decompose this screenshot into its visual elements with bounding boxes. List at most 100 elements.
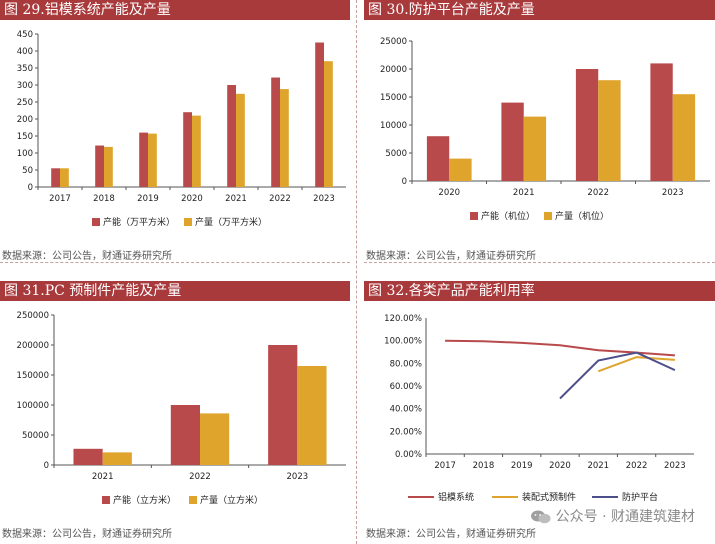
panel-title: 图 32.各类产品产能利用率 [364,281,715,301]
data-source: 数据来源：公司公告，财通证券研究所 [2,251,172,262]
bar-capacity [315,42,324,187]
legend-swatch [470,212,478,220]
bar-output [104,146,113,187]
y-tick-label: 400 [17,47,33,57]
x-tick-label: 2023 [287,472,309,482]
y-tick-label: 20.00% [390,427,422,437]
bar-output [523,116,547,181]
watermark: 公众号 · 财通建筑建材 [530,506,695,526]
column-separator [356,0,357,544]
bar-capacity [501,102,524,181]
bar-capacity [268,345,298,465]
bar-capacity [227,85,236,187]
bar-capacity [426,136,450,181]
y-tick-label: 120.00% [384,314,422,324]
legend-swatch [189,496,197,504]
x-tick-label: 2021 [92,472,114,482]
bar-chart-pc: 0 50000 100000 150000 200000 250000 2021 2022 20… [17,311,346,506]
legend-label: 铝模系统 [438,491,474,503]
bar-capacity [95,145,104,187]
bar-capacity [73,448,103,465]
x-tick-label: 2023 [664,461,686,471]
y-tick-label: 250 [17,98,33,108]
x-tick-label: 2020 [438,188,460,198]
legend-label: 产量（机位） [555,210,609,222]
x-tick-label: 2017 [49,194,71,204]
y-tick-label: 40.00% [390,405,422,415]
y-tick-label: 0.00% [395,450,422,460]
bar-output [60,168,69,187]
x-tick-label: 2021 [513,188,535,198]
bar-capacity [650,63,673,181]
legend-label: 装配式预制件 [522,491,576,503]
y-tick-label: 20000 [380,65,407,75]
series-line [445,339,675,357]
panel-protection-platform: 图 30.防护平台产能及产量 0 5000 10000 15000 20000 25000… [364,0,715,272]
data-source: 数据来源：公司公告，财通证券研究所 [366,251,536,262]
bar-output [449,158,472,181]
legend-label: 产量（万平方米） [195,216,267,228]
y-tick-label: 100000 [17,401,49,411]
x-tick-label: 2021 [587,461,609,471]
bar-output [236,93,245,187]
y-tick-label: 250000 [17,311,49,321]
y-tick-label: 200000 [17,341,49,351]
y-tick-label: 5000 [385,149,407,159]
bar-chart-aluminum: 0 50 100 150 200 250 300 350 400 450 2017 2018 2019 2… [17,30,346,228]
y-tick-label: 60.00% [390,382,422,392]
panel-aluminum-formwork: 图 29.铝模系统产能及产量 0 50 100 150 200 250 300 350 400 4… [0,0,350,272]
x-tick-label: 2023 [662,188,684,198]
x-tick-label: 2023 [313,194,335,204]
panel-divider [0,20,350,263]
legend-swatch [92,218,100,226]
y-tick-label: 450 [17,30,33,40]
panel-utilization: 图 32.各类产品产能利用率 0.00% 20.00% 40.00% 60.00% 80… [364,281,715,544]
bar-output [102,452,132,465]
panel-title: 图 29.铝模系统产能及产量 [0,0,350,20]
x-tick-label: 2018 [473,461,495,471]
y-tick-label: 15000 [380,93,407,103]
bar-output [598,80,621,181]
bar-capacity [575,69,599,181]
x-tick-label: 2022 [587,188,609,198]
bar-output [148,133,157,187]
y-tick-label: 100 [17,149,33,159]
panel-divider [364,20,715,263]
legend-label: 产量（立方米） [200,494,263,506]
bar-output [324,61,333,188]
y-tick-label: 0 [28,183,33,193]
legend-swatch [102,496,110,504]
x-tick-label: 2021 [225,194,247,204]
x-tick-label: 2018 [93,194,115,204]
y-tick-label: 80.00% [390,359,422,369]
x-tick-label: 2020 [549,461,571,471]
y-tick-label: 25000 [380,37,407,47]
bar-chart-protection: 0 5000 10000 15000 20000 25000 2020 2021 2022 202… [380,37,710,222]
wechat-icon [530,510,551,524]
x-tick-label: 2022 [269,194,291,204]
bar-capacity [139,132,148,187]
legend-label: 产能（万平方米） [103,216,175,228]
bar-capacity [170,405,200,465]
x-tick-label: 2019 [511,461,533,471]
y-tick-label: 50 [22,166,33,176]
watermark-text: 公众号 · 财通建筑建材 [555,509,695,525]
bar-output [280,89,289,187]
x-tick-label: 2019 [137,194,159,204]
panel-pc-prefab: 图 31.PC 预制件产能及产量 0 50000 100000 150000 20000… [0,281,350,544]
legend-label: 产能（机位） [481,210,535,222]
y-tick-label: 200 [17,115,33,125]
y-tick-label: 10000 [380,121,407,131]
x-tick-label: 2017 [434,461,456,471]
y-tick-label: 150 [17,132,33,142]
y-tick-label: 0 [44,461,49,471]
bar-output [200,413,230,465]
panel-title: 图 30.防护平台产能及产量 [364,0,715,20]
x-tick-label: 2020 [181,194,203,204]
y-tick-label: 50000 [22,431,49,441]
x-tick-label: 2022 [189,472,211,482]
y-tick-label: 100.00% [384,337,422,347]
series-line [597,356,675,373]
bar-output [672,94,696,181]
bar-capacity [51,168,60,187]
